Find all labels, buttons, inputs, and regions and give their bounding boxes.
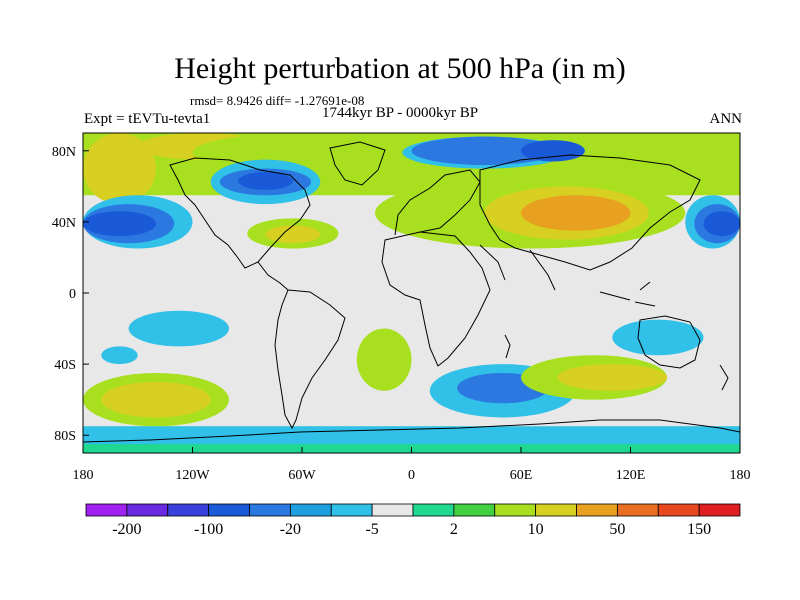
contour-region: [612, 319, 704, 356]
coast-australia: [637, 315, 701, 369]
colorbar-swatch: [371, 503, 414, 517]
coast-new-zealand: [719, 364, 729, 391]
coast-europe: [394, 169, 481, 236]
colorbar-swatch: [698, 503, 741, 517]
colorbar-label: -20: [280, 521, 301, 538]
colorbar-swatch: [167, 503, 210, 517]
y-tick-label: 40S: [54, 358, 76, 373]
season-label: ANN: [709, 111, 743, 127]
coast-indonesia: [599, 281, 656, 307]
y-tick-label: 80N: [52, 145, 76, 160]
colorbar-swatch: [576, 503, 618, 517]
contour-region: [83, 133, 156, 205]
colorbar-labels: -200 -100 -20 -5 2 10 50 150: [112, 521, 711, 538]
x-tick-label: 120W: [175, 468, 210, 483]
contour-region: [594, 133, 740, 178]
x-tick-label: 0: [408, 468, 415, 483]
colorbar: [85, 503, 741, 517]
colorbar-label: 2: [450, 521, 458, 538]
colorbar-label: 50: [609, 521, 625, 538]
contour-region: [557, 364, 667, 391]
contour-fields: [83, 133, 740, 453]
colorbar-label: 10: [528, 521, 544, 538]
colorbar-swatch: [616, 503, 659, 517]
experiment-label: Expt = tEVTu-tevta1: [84, 111, 211, 127]
contour-region: [101, 381, 211, 418]
coast-central-america: [257, 261, 289, 291]
x-tick-label: 180: [730, 468, 751, 483]
x-tick-label: 60E: [510, 468, 533, 483]
period-label: 1744kyr BP - 0000kyr BP: [322, 105, 479, 121]
colorbar-label: -5: [365, 521, 378, 538]
contour-region: [521, 140, 585, 162]
contour-region: [128, 310, 229, 347]
contour-region: [703, 211, 740, 237]
contour-region: [238, 172, 293, 190]
contour-region: [83, 426, 740, 445]
stats-label: rmsd= 8.9426 diff= -1.27691e-08: [190, 93, 365, 108]
colorbar-swatch: [208, 503, 250, 517]
colorbar-label: 150: [687, 521, 711, 538]
coast-africa: [381, 231, 491, 367]
y-tick-label: 40N: [52, 216, 76, 231]
coast-north-america: [169, 157, 311, 269]
x-tick-label: 120E: [616, 468, 646, 483]
coast-asia: [479, 154, 701, 271]
coastlines: [83, 141, 740, 443]
contour-region: [265, 225, 321, 244]
y-axis: 80N 40N 0 40S 80S: [52, 145, 89, 444]
colorbar-label: -100: [194, 521, 223, 538]
x-tick-label: 180: [73, 468, 94, 483]
x-tick-label: 60W: [288, 468, 316, 483]
coast-antarctica: [83, 419, 740, 443]
colorbar-swatch: [126, 503, 169, 517]
colorbar-swatch: [85, 503, 128, 517]
coast-madagascar: [504, 334, 511, 359]
coast-south-america: [274, 289, 346, 430]
colorbar-swatch: [657, 503, 700, 517]
colorbar-swatch: [249, 503, 291, 517]
coast-greenland: [329, 141, 386, 186]
contour-region: [101, 346, 138, 365]
colorbar-swatch: [535, 503, 577, 517]
colorbar-swatch: [289, 503, 332, 517]
y-tick-label: 80S: [54, 429, 76, 444]
colorbar-label: -200: [112, 521, 141, 538]
chart-title: Height perturbation at 500 hPa (in m): [174, 52, 626, 85]
contour-region: [356, 328, 412, 391]
colorbar-swatch: [412, 503, 455, 517]
colorbar-swatch: [453, 503, 496, 517]
contour-region: [411, 136, 558, 165]
coast-south-asia: [479, 244, 556, 291]
colorbar-swatch: [330, 503, 373, 517]
contour-region: [521, 195, 631, 231]
x-axis: 180 120W 60W 0 60E 120E 180: [73, 447, 751, 483]
y-tick-label: 0: [69, 287, 76, 302]
contour-region: [83, 211, 156, 237]
colorbar-swatch: [494, 503, 537, 517]
